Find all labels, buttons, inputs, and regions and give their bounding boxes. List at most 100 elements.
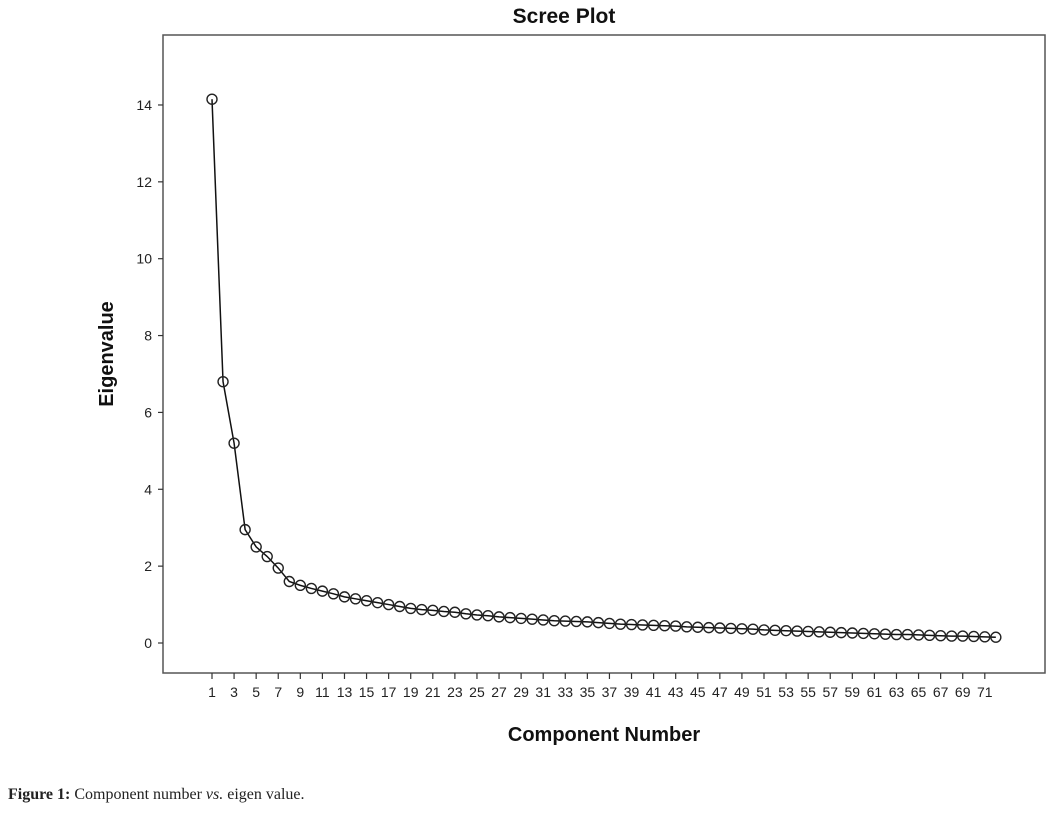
x-tick-label: 13 — [337, 684, 353, 700]
y-axis-label: Eigenvalue — [96, 301, 118, 407]
data-point — [703, 621, 715, 634]
data-point — [515, 612, 527, 625]
data-point — [890, 628, 903, 641]
x-tick-label: 5 — [252, 684, 260, 700]
data-point — [979, 631, 991, 643]
data-point — [990, 631, 1002, 643]
x-tick-label: 71 — [977, 684, 993, 700]
x-tick-label: 67 — [933, 684, 949, 700]
y-tick-label: 8 — [144, 328, 152, 344]
x-tick-label: 57 — [822, 684, 838, 700]
x-tick-label: 41 — [646, 684, 662, 700]
data-point — [592, 616, 605, 629]
x-tick-label: 19 — [403, 684, 419, 700]
x-tick-label: 39 — [624, 684, 640, 700]
data-point — [968, 630, 980, 643]
x-tick-label: 27 — [491, 684, 507, 700]
x-tick-label: 17 — [381, 684, 397, 700]
data-point — [791, 625, 803, 637]
data-point — [747, 623, 759, 635]
data-point — [945, 630, 958, 642]
x-tick-label: 33 — [557, 684, 573, 700]
x-tick-label: 59 — [845, 684, 861, 700]
data-point — [239, 523, 251, 536]
x-tick-label: 49 — [734, 684, 750, 700]
data-point — [681, 621, 693, 633]
x-tick-label: 63 — [889, 684, 905, 700]
data-point — [382, 598, 395, 611]
x-tick-label: 51 — [756, 684, 772, 700]
data-point — [438, 605, 450, 618]
y-tick-label: 14 — [136, 97, 152, 113]
caption-label: Figure 1: — [8, 786, 71, 803]
data-point — [868, 628, 881, 640]
data-point — [714, 622, 726, 634]
x-tick-label: 45 — [690, 684, 706, 700]
data-point — [305, 582, 318, 595]
x-tick-label: 15 — [359, 684, 375, 700]
y-axis: 0 2 4 6 8 10 12 14 — [136, 97, 163, 651]
x-tick-label: 23 — [447, 684, 463, 700]
data-point — [327, 588, 340, 600]
data-point — [548, 615, 560, 627]
data-point — [272, 562, 284, 574]
x-tick-label: 1 — [208, 684, 216, 700]
x-tick-label: 31 — [535, 684, 551, 700]
caption-text-end: eigen value. — [223, 786, 305, 803]
data-point — [460, 608, 472, 620]
x-axis: 1 3 5 7 9 11 13 15 17 19 21 23 25 27 29 31 33 35 37 39 41 43 4… — [208, 673, 993, 700]
x-tick-label: 21 — [425, 684, 441, 700]
data-point — [471, 609, 483, 621]
x-tick-label: 3 — [230, 684, 238, 700]
x-tick-label: 61 — [867, 684, 883, 700]
data-point — [261, 550, 273, 563]
data-point — [427, 604, 439, 617]
data-point — [901, 628, 914, 641]
x-tick-label: 9 — [296, 684, 304, 700]
caption-italic: vs. — [205, 786, 224, 803]
data-point — [879, 628, 892, 640]
data-point — [559, 615, 571, 627]
data-point — [813, 626, 825, 638]
data-point — [614, 618, 627, 630]
data-points — [206, 93, 1002, 643]
data-point — [217, 375, 229, 388]
data-point — [725, 622, 737, 635]
y-tick-label: 6 — [144, 404, 152, 420]
data-point — [449, 606, 461, 618]
y-tick-label: 10 — [136, 251, 152, 267]
data-point — [338, 591, 351, 603]
x-tick-label: 65 — [911, 684, 927, 700]
data-point — [647, 619, 660, 632]
data-point — [493, 611, 505, 623]
data-point — [736, 623, 748, 635]
data-point — [316, 585, 329, 597]
data-point — [228, 437, 240, 449]
data-point — [349, 593, 362, 605]
data-point — [482, 610, 494, 622]
x-tick-label: 53 — [778, 684, 794, 700]
data-point — [912, 629, 925, 641]
data-point — [780, 625, 792, 637]
data-point — [857, 627, 870, 640]
data-point — [570, 615, 583, 628]
data-point — [957, 630, 969, 642]
y-tick-label: 2 — [144, 558, 152, 574]
data-point — [526, 613, 538, 625]
data-point — [769, 624, 781, 637]
x-tick-label: 47 — [712, 684, 728, 700]
y-tick-label: 12 — [136, 174, 152, 190]
caption-text: Component number — [70, 786, 206, 803]
y-tick-label: 4 — [144, 481, 152, 497]
data-point — [360, 595, 373, 607]
x-tick-label: 29 — [513, 684, 529, 700]
data-point — [206, 93, 218, 105]
series-line — [211, 99, 996, 638]
data-point — [692, 621, 704, 633]
data-point — [581, 616, 594, 628]
data-point — [250, 541, 262, 553]
data-point — [603, 617, 616, 630]
data-point — [393, 600, 406, 613]
x-tick-label: 11 — [315, 684, 330, 700]
data-point — [636, 619, 649, 631]
